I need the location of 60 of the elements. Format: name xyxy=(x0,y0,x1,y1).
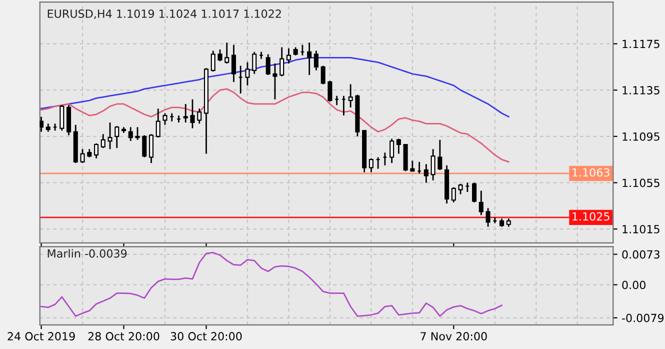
candlestick xyxy=(190,98,195,129)
y-tick-label: 1.1055 xyxy=(622,178,660,188)
candlestick xyxy=(472,182,477,204)
candlestick xyxy=(328,80,332,102)
y-tick-label: 1.1015 xyxy=(622,224,660,234)
candlestick xyxy=(286,48,291,64)
candlestick xyxy=(424,163,428,184)
text: EURUSD,H4 1.1019 1.1024 1.1017 1.1022 xyxy=(48,10,281,20)
candlestick xyxy=(80,148,85,164)
chart-title: Marlin -0.0039 xyxy=(48,249,127,258)
y-tick-label: -0.0079 xyxy=(622,314,664,322)
ref-line-label: 1.1025 xyxy=(572,212,610,221)
candlestick xyxy=(148,133,154,164)
candlestick xyxy=(245,62,250,86)
x-tick-label: 28 Oct 20:00 xyxy=(88,332,160,340)
candlestick xyxy=(430,148,436,182)
candlestick xyxy=(128,126,133,142)
candlestick xyxy=(252,51,257,75)
candlestick xyxy=(218,48,222,62)
x-tick-label: 7 Nov 20:00 xyxy=(420,332,487,340)
candlestick xyxy=(266,53,270,76)
candlestick xyxy=(458,183,463,195)
candlestick xyxy=(224,42,230,64)
candlestick xyxy=(272,62,278,100)
y-tick-label: 1.1135 xyxy=(622,86,660,94)
candlestick xyxy=(307,42,312,76)
y-tick-label: 1.1095 xyxy=(622,132,660,141)
candlestick xyxy=(142,134,147,158)
candlestick xyxy=(210,50,216,72)
candlestick xyxy=(108,122,112,150)
candlestick xyxy=(486,207,490,228)
y-tick-label: 0.0073 xyxy=(622,250,660,259)
ref-line-label: 1.1063 xyxy=(572,168,610,177)
candlestick xyxy=(94,142,99,160)
candlestick xyxy=(156,108,160,138)
candlestick xyxy=(197,108,202,124)
candlestick xyxy=(368,158,374,173)
candlestick xyxy=(100,133,106,149)
candlestick xyxy=(231,44,236,83)
candlestick xyxy=(162,112,168,126)
line-series xyxy=(40,88,510,163)
candlestick xyxy=(396,138,401,154)
y-tick-label: 0.00 xyxy=(622,280,646,290)
candlestick xyxy=(40,116,44,132)
candlestick xyxy=(280,46,284,77)
x-tick-label: 24 Oct 2019 xyxy=(8,332,75,340)
x-tick-label: 30 Oct 20:00 xyxy=(170,332,242,340)
candlestick xyxy=(478,190,484,216)
candlestick xyxy=(183,103,188,124)
candlestick xyxy=(390,138,394,164)
candlestick xyxy=(114,125,120,149)
candlestick xyxy=(60,104,64,132)
y-tick-label: 1.1175 xyxy=(622,40,660,48)
candlestick xyxy=(314,50,318,72)
candlestick xyxy=(135,126,140,141)
candlestick xyxy=(348,84,353,108)
candlestick xyxy=(410,160,415,172)
candlestick xyxy=(451,186,456,204)
candlestick xyxy=(320,65,326,85)
candlestick xyxy=(438,139,442,171)
